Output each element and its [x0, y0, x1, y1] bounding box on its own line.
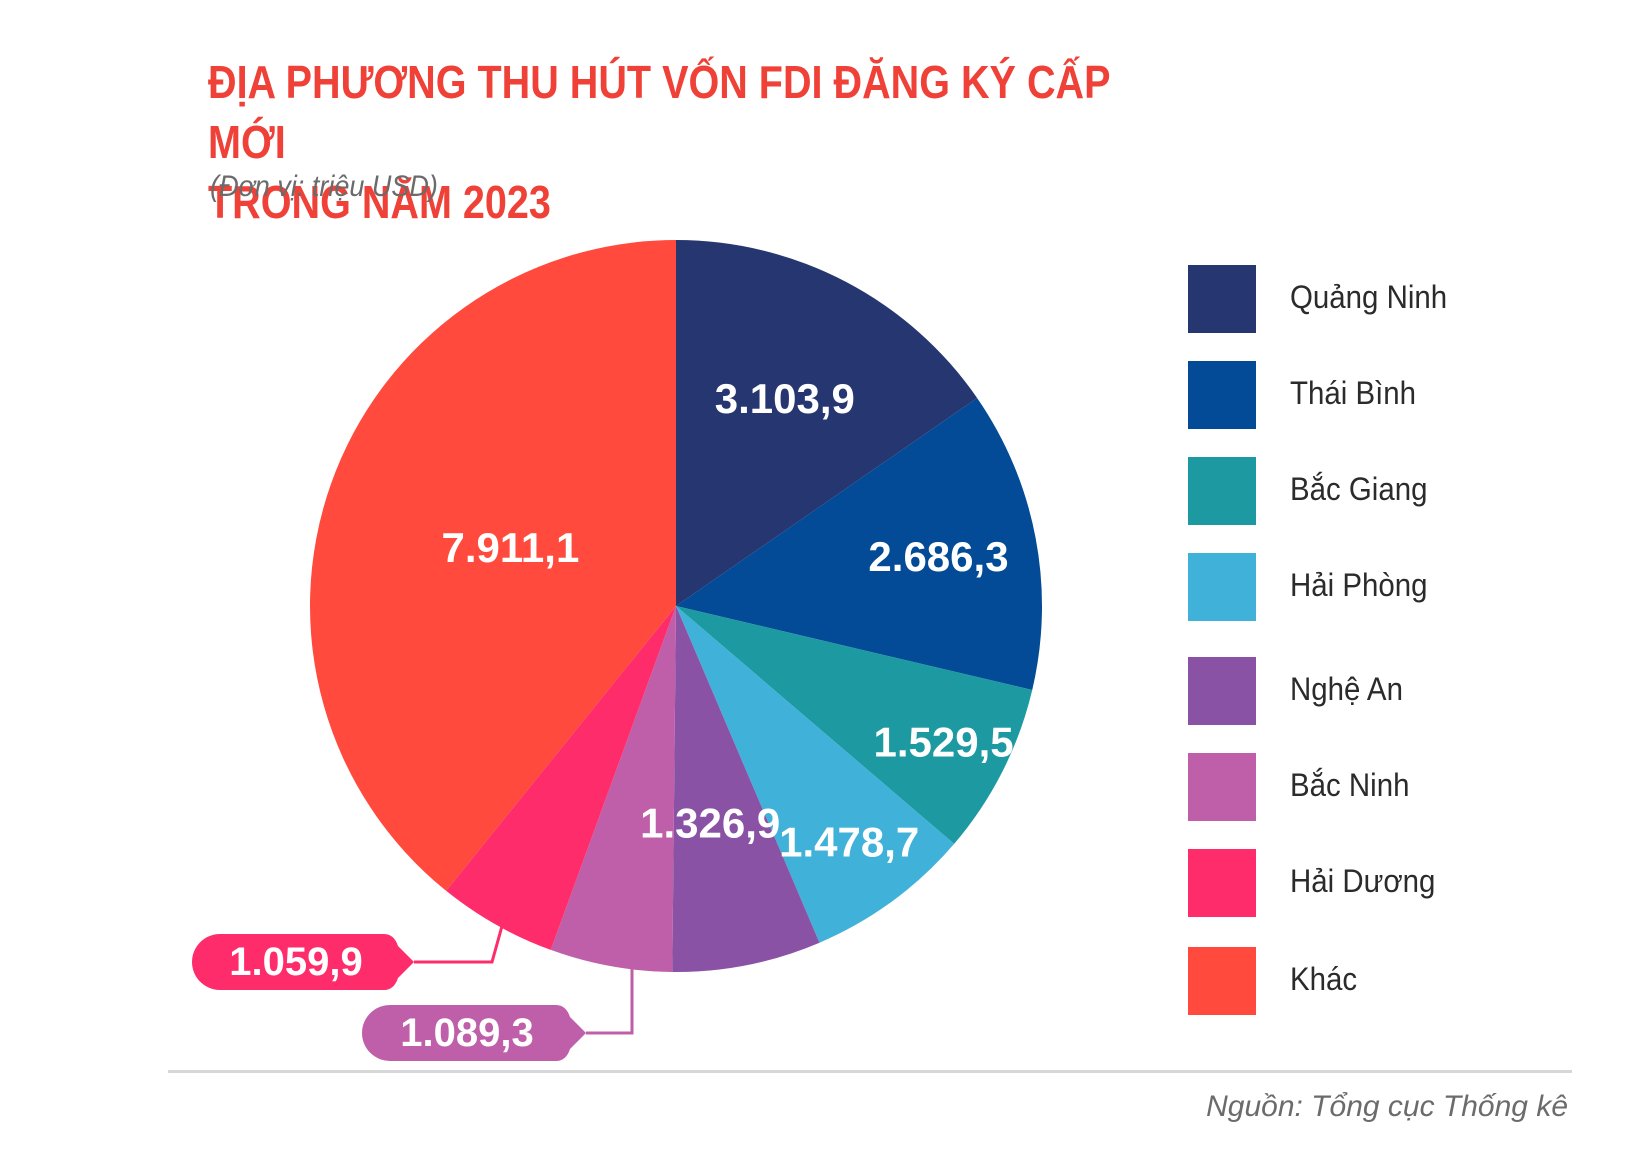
legend-label: Bắc Giang — [1290, 471, 1428, 507]
legend-swatch — [1188, 265, 1256, 333]
callout-bubble-hai-duong — [192, 934, 414, 990]
legend-label: Khác — [1290, 961, 1358, 997]
legend-item-khac: Khác — [1188, 947, 1588, 1015]
chart-title: ĐỊA PHƯƠNG THU HÚT VỐN FDI ĐĂNG KÝ CẤP M… — [208, 52, 1154, 232]
data-label-nghe-an: 1.326,9 — [640, 799, 780, 846]
pie-slice-hai-phong — [676, 606, 955, 943]
chart-title-line1: ĐỊA PHƯƠNG THU HÚT VỐN FDI ĐĂNG KÝ CẤP M… — [208, 56, 1110, 168]
legend-item-hai-phong: Hải Phòng — [1188, 553, 1588, 621]
legend-label: Hải Dương — [1290, 863, 1436, 899]
legend-item-quang-ninh: Quảng Ninh — [1188, 265, 1588, 333]
pie-slice-nghe-an — [672, 606, 820, 972]
pie-slice-bac-giang — [676, 606, 1033, 844]
legend-label: Thái Bình — [1290, 375, 1417, 411]
pie-slice-hai-duong — [446, 606, 676, 950]
legend-swatch — [1188, 849, 1256, 917]
legend-swatch — [1188, 361, 1256, 429]
legend-swatch — [1188, 947, 1256, 1015]
legend-item-hai-duong: Hải Dương — [1188, 849, 1588, 917]
legend-swatch — [1188, 753, 1256, 821]
data-label-hai-phong: 1.478,7 — [779, 819, 919, 866]
legend-label: Nghệ An — [1290, 671, 1403, 707]
leader-line-bac-ninh — [586, 962, 634, 1035]
pie-slice-quang-ninh — [676, 240, 978, 606]
legend-swatch — [1188, 657, 1256, 725]
legend-item-bac-giang: Bắc Giang — [1188, 457, 1588, 525]
data-label-bac-ninh: 1.089,3 — [400, 1011, 533, 1055]
pie-slice-bac-ninh — [550, 606, 676, 972]
source-note: Nguồn: Tổng cục Thống kê — [1206, 1090, 1568, 1123]
pie-slice-thai-binh — [676, 397, 1042, 690]
data-label-khac: 7.911,1 — [441, 524, 579, 571]
legend-swatch — [1188, 457, 1256, 525]
legend-item-nghe-an: Nghệ An — [1188, 657, 1588, 725]
legend-swatch — [1188, 553, 1256, 621]
data-label-thai-binh: 2.686,3 — [868, 533, 1008, 580]
data-label-hai-duong: 1.059,9 — [229, 940, 362, 984]
pie-slice-khac — [310, 239, 676, 891]
divider — [168, 1070, 1572, 1073]
legend-item-bac-ninh: Bắc Ninh — [1188, 753, 1588, 821]
chart-subtitle-unit: (Đơn vị: triệu USD) — [210, 170, 438, 203]
legend-label: Quảng Ninh — [1290, 279, 1448, 315]
leader-line-hai-duong — [414, 901, 511, 964]
callout-bubble-bac-ninh — [362, 1005, 586, 1061]
data-label-quang-ninh: 3.103,9 — [715, 375, 855, 422]
legend-item-thai-binh: Thái Bình — [1188, 361, 1588, 429]
chart-title-line2: TRONG NĂM 2023 — [208, 176, 551, 228]
legend-label: Bắc Ninh — [1290, 767, 1410, 803]
data-label-bac-giang: 1.529,5 — [874, 718, 1014, 765]
legend-label: Hải Phòng — [1290, 567, 1428, 603]
